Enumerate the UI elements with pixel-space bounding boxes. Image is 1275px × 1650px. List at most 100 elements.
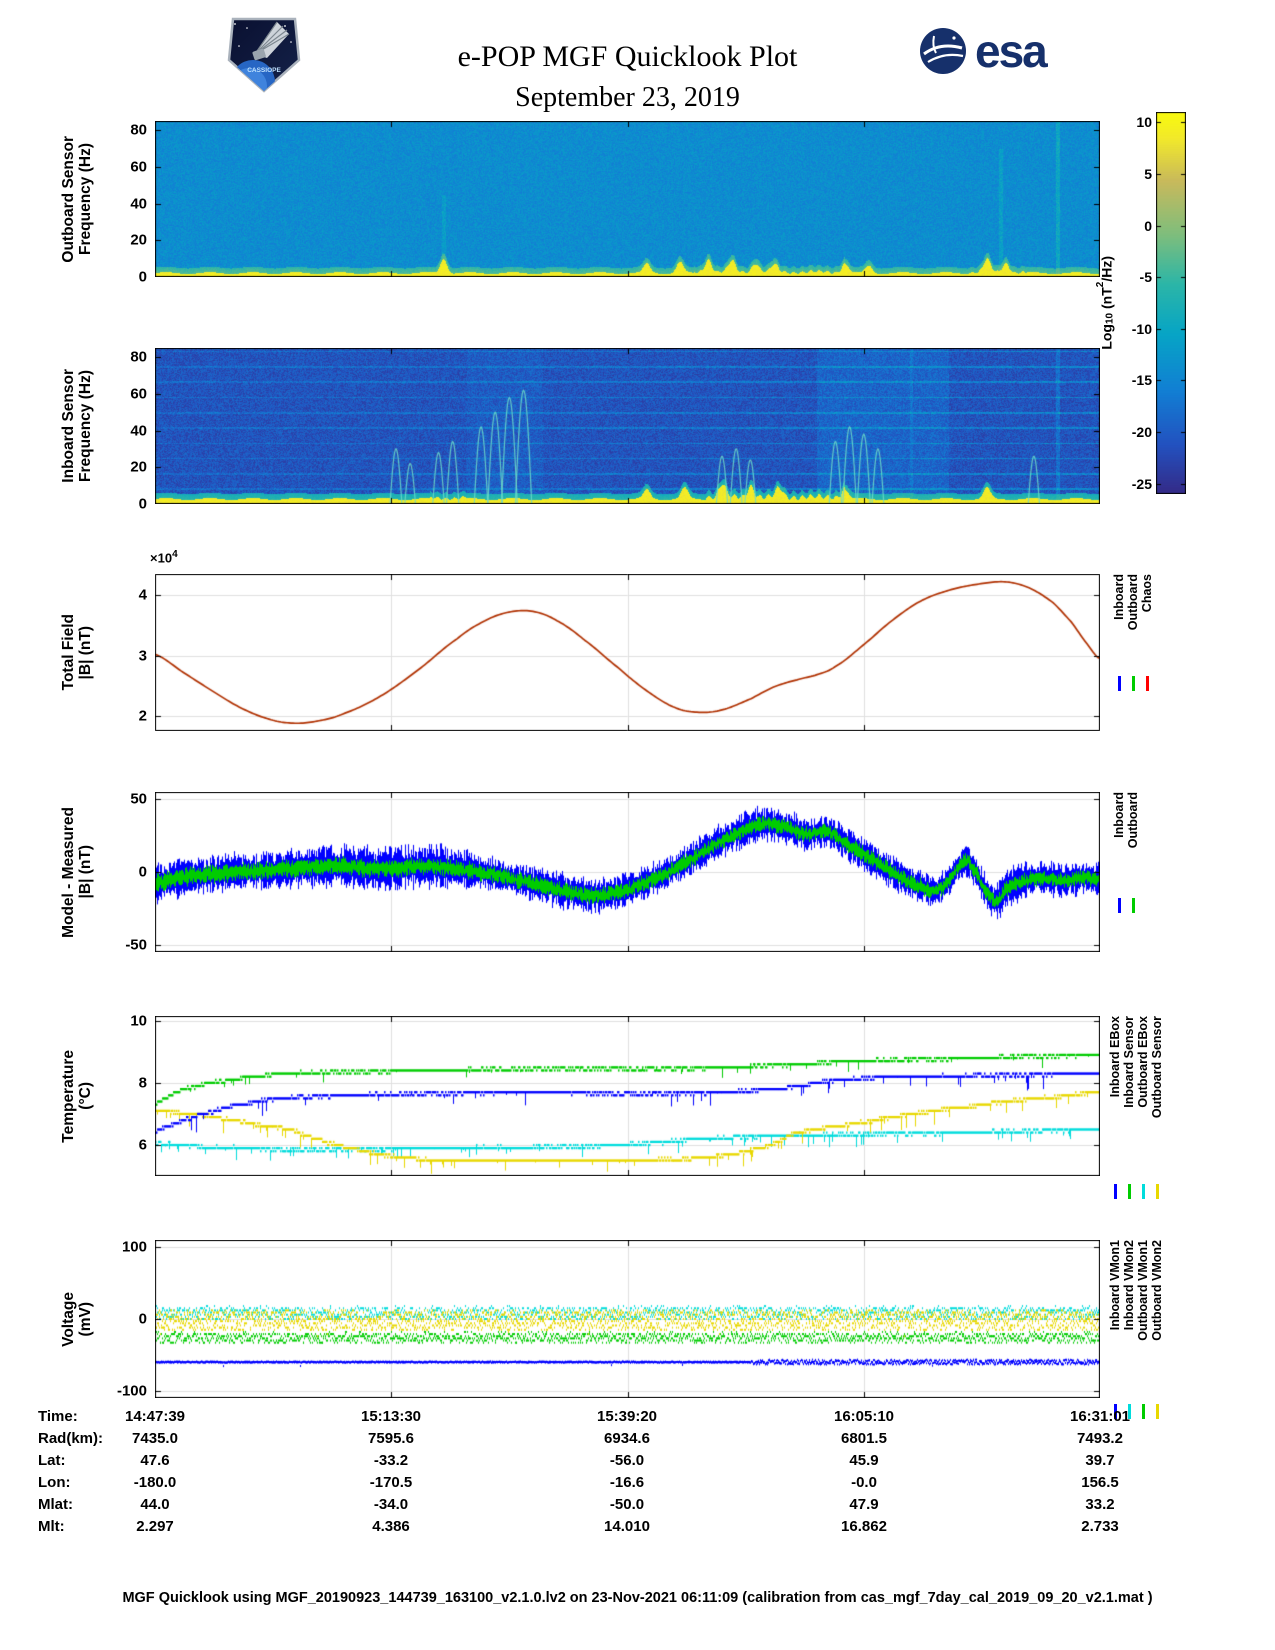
inboard-spectrogram-plot [155, 348, 1100, 504]
table-cell: 39.7 [1085, 1452, 1115, 1469]
colorbar-label: Log10 (nT2/Hz) [1095, 256, 1116, 350]
ylabel-total-field: Total Field |B| (nT) [60, 614, 94, 691]
legend-marker [1113, 1404, 1117, 1419]
legend-entry: Inboard VMon2 [1122, 1240, 1136, 1331]
table-cell: -16.6 [609, 1474, 645, 1491]
legend-marker [1113, 1184, 1117, 1199]
legend-entry: Inboard EBox [1108, 1016, 1122, 1098]
legend-marker [1117, 898, 1121, 913]
y-tick-label: 6 [138, 1136, 147, 1154]
table-cell: 16:05:10 [833, 1408, 895, 1425]
y-tick-label: 8 [138, 1074, 147, 1092]
colorbar-tick-label: -25 [1131, 476, 1152, 492]
legend-entry: Outboard Sensor [1150, 1016, 1164, 1119]
colorbar-tick-label: 5 [1144, 166, 1152, 182]
y-tick-label: 100 [121, 1238, 147, 1256]
esa-logo: esa [918, 26, 1048, 76]
table-cell: 6801.5 [841, 1430, 887, 1447]
page-subtitle: September 23, 2019 [515, 82, 740, 113]
legend-marker [1145, 676, 1149, 691]
table-cell: 7493.2 [1077, 1430, 1123, 1447]
legend-marker [1131, 676, 1135, 691]
y-tick-label: 0 [138, 495, 147, 513]
legend-entry: Outboard EBox [1136, 1016, 1150, 1108]
legend-voltage: Inboard VMon1 Inboard VMon2 Outboard VMo… [1108, 1240, 1164, 1341]
colorbar-tick-label: -15 [1131, 372, 1152, 388]
table-cell: -170.5 [369, 1474, 413, 1491]
table-cell: 2.297 [136, 1518, 174, 1535]
y-tick-label: 40 [130, 195, 147, 213]
table-cell: 16.862 [841, 1518, 887, 1535]
y-tick-label: 60 [130, 158, 147, 176]
legend-entry: Outboard VMon2 [1150, 1240, 1164, 1341]
colorbar-tick-label: 10 [1136, 114, 1152, 130]
legend-model-measured: Inboard Outboard [1112, 792, 1140, 848]
total-field-plot [155, 574, 1100, 731]
model-measured-plot [155, 792, 1100, 952]
table-cell: 15:39:20 [596, 1408, 658, 1425]
table-row: Lat: 47.6 -33.2 -56.0 45.9 39.7 [0, 1452, 1275, 1474]
table-cell: 4.386 [372, 1518, 410, 1535]
mission-name-label: CASSIOPE [247, 67, 281, 74]
axis-exponent-label: ×104 [150, 549, 178, 566]
legend-marker [1117, 676, 1121, 691]
table-row-label: Lat: [38, 1452, 66, 1469]
colorbar-tick-label: -10 [1131, 321, 1152, 337]
table-row: Mlat: 44.0 -34.0 -50.0 47.9 33.2 [0, 1496, 1275, 1518]
y-tick-label: 60 [130, 385, 147, 403]
y-tick-label: 3 [138, 647, 147, 665]
page-title: e-POP MGF Quicklook Plot [457, 40, 798, 73]
y-tick-label: 2 [138, 707, 147, 725]
table-cell: -0.0 [851, 1474, 877, 1491]
table-cell: -34.0 [373, 1496, 409, 1513]
y-tick-label: 0 [138, 268, 147, 286]
table-cell: 16:31:01 [1069, 1408, 1131, 1425]
y-tick-label: 10 [130, 1012, 147, 1030]
ylabel-temperature: Temperature (°C) [60, 1049, 94, 1143]
table-row: Lon: -180.0 -170.5 -16.6 -0.0 156.5 [0, 1474, 1275, 1496]
table-cell: 15:13:30 [360, 1408, 422, 1425]
ylabel-inboard-spectrogram: Inboard Sensor Frequency (Hz) [60, 369, 94, 483]
table-cell: 156.5 [1081, 1474, 1119, 1491]
legend-entry: Chaos [1140, 574, 1154, 613]
legend-marker [1141, 1404, 1145, 1419]
colorbar-tick-label: 0 [1144, 218, 1152, 234]
legend-marker [1155, 1404, 1159, 1419]
y-tick-label: 20 [130, 231, 147, 249]
table-cell: 47.6 [140, 1452, 170, 1469]
legend-marker [1141, 1184, 1145, 1199]
colorbar-tick-label: -5 [1139, 269, 1152, 285]
legend-marker [1155, 1184, 1159, 1199]
legend-entry: Outboard VMon1 [1136, 1240, 1150, 1341]
legend-entry: Inboard [1112, 792, 1126, 838]
table-row: Rad(km): 7435.0 7595.6 6934.6 6801.5 749… [0, 1430, 1275, 1452]
table-row: Time: 14:47:39 15:13:30 15:39:20 16:05:1… [0, 1408, 1275, 1430]
y-tick-label: 4 [138, 586, 147, 604]
y-tick-label: 0 [138, 1310, 147, 1328]
cassiope-mission-logo: CASSIOPE [225, 8, 303, 99]
legend-temperature: Inboard EBox Inboard Sensor Outboard EBo… [1108, 1016, 1164, 1118]
table-cell: 33.2 [1085, 1496, 1115, 1513]
table-cell: 14:47:39 [124, 1408, 186, 1425]
table-cell: 14.010 [604, 1518, 650, 1535]
y-tick-label: -100 [116, 1382, 147, 1400]
legend-marker [1127, 1404, 1131, 1419]
legend-marker [1131, 898, 1135, 913]
temperature-plot [155, 1016, 1100, 1176]
y-tick-label: 20 [130, 458, 147, 476]
legend-entry: Inboard Sensor [1122, 1016, 1136, 1108]
esa-emblem-icon [920, 28, 966, 74]
legend-entry: Inboard [1112, 574, 1126, 620]
table-cell: 47.9 [849, 1496, 879, 1513]
y-tick-label: 40 [130, 422, 147, 440]
colorbar [1156, 112, 1186, 494]
cassiope-patch-icon: CASSIOPE [227, 17, 301, 93]
table-cell: 44.0 [140, 1496, 170, 1513]
table-cell: 6934.6 [604, 1430, 650, 1447]
legend-markers-model-measured [1112, 898, 1140, 913]
colorbar-tick-label: -20 [1131, 424, 1152, 440]
y-tick-label: 50 [130, 790, 147, 808]
ylabel-outboard-spectrogram: Outboard Sensor Frequency (Hz) [60, 135, 94, 263]
table-row-label: Time: [38, 1408, 78, 1425]
